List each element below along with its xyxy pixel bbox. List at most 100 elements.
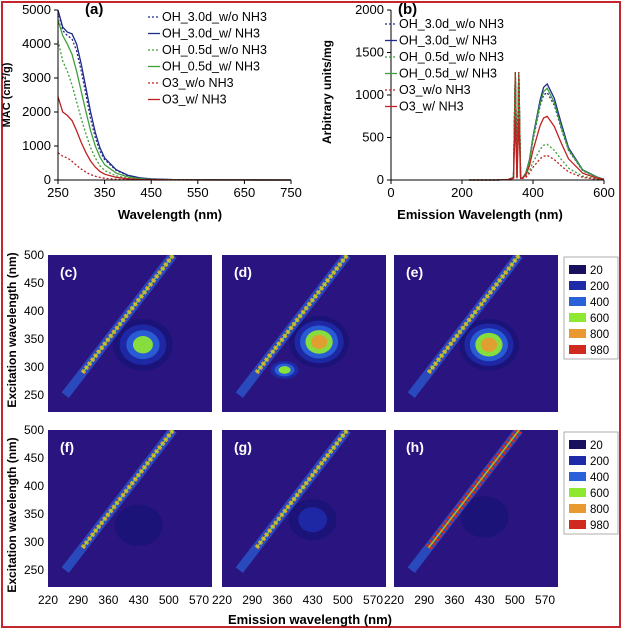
panel-a-label: (a): [85, 1, 103, 18]
colorbar-label-0: 20: [590, 440, 603, 452]
y-tick-label: 5000: [22, 2, 51, 17]
eem-panel-2: (e): [394, 255, 558, 412]
eem-scatter-core: [81, 430, 174, 549]
colorbar-swatch-5: [569, 520, 586, 529]
eem-x-tick-label: 570: [363, 593, 383, 607]
eem-x-tick-label: 500: [505, 593, 525, 607]
y-tick-label: 500: [362, 130, 384, 145]
y-tick-label: 0: [44, 172, 51, 187]
eem-y-tick-label: 500: [24, 423, 44, 437]
y-tick-label: 3000: [22, 70, 51, 85]
legend-entry-4: O3_w/o NH3: [162, 76, 234, 90]
eem-heatmaps: (c) (d) (e) (f) (g) (h): [48, 255, 558, 587]
eem-panel-label: (c): [60, 264, 77, 280]
eem-y-tick-label: 350: [24, 332, 44, 346]
x-tick-label: 0: [387, 185, 394, 200]
eem-x-tick-label: 360: [444, 593, 464, 607]
y-tick-label: 1500: [355, 45, 384, 60]
colorbar-label-5: 980: [590, 345, 609, 357]
eem-bottom-y-label: Excitation wavelength (nm): [5, 437, 19, 592]
legend-entry-0: OH_3.0d_w/o NH3: [162, 10, 267, 24]
eem-x-tick-label: 570: [189, 593, 209, 607]
eem-scatter-core: [255, 255, 348, 374]
eem-y-tick-label: 450: [24, 451, 44, 465]
colorbar-label-1: 200: [590, 456, 609, 468]
eem-x-tick-label: 220: [384, 593, 404, 607]
colorbar-swatch-1: [569, 281, 586, 290]
x-tick-label: 450: [140, 185, 162, 200]
legend-entry-3: OH_0.5d_w/ NH3: [162, 60, 260, 74]
eem-x-tick-label: 430: [129, 593, 149, 607]
eem-x-tick-label: 290: [242, 593, 262, 607]
eem-panel-4: (g): [222, 430, 386, 587]
colorbar-label-4: 800: [590, 504, 609, 516]
x-tick-label: 600: [593, 185, 615, 200]
colorbar-label-2: 400: [590, 297, 609, 309]
colorbar-label-2: 400: [590, 472, 609, 484]
eem-y-tick-label: 450: [24, 276, 44, 290]
colorbar-swatch-5: [569, 345, 586, 354]
eem-x-tick-label: 360: [98, 593, 118, 607]
colorbar-label-3: 600: [590, 313, 609, 325]
x-tick-label: 400: [522, 185, 544, 200]
x-tick-label: 750: [280, 185, 302, 200]
eem-x-tick-label: 570: [535, 593, 555, 607]
colorbar-bottom: 20 200 400 600 800 980: [563, 431, 619, 535]
eem-scatter-core: [255, 430, 348, 549]
eem-x-tick-label: 500: [333, 593, 353, 607]
eem-x-tick-label: 360: [272, 593, 292, 607]
colorbar-label-3: 600: [590, 488, 609, 500]
x-tick-label: 200: [451, 185, 473, 200]
eem-y-tick-label: 400: [24, 304, 44, 318]
eem-y-tick-label: 250: [24, 563, 44, 577]
eem-panel-label: (g): [234, 439, 252, 455]
eem-scatter-core: [81, 255, 174, 374]
eem-x-tick-label: 430: [303, 593, 323, 607]
eem-panel-5: (h): [394, 430, 558, 587]
panel-b-x-label: Emission Wavelength (nm): [397, 207, 563, 222]
series-line-2: [57, 40, 291, 181]
x-tick-label: 550: [187, 185, 209, 200]
eem-y-tick-label: 250: [24, 388, 44, 402]
eem-x-tick-label: 290: [414, 593, 434, 607]
colorbar-swatch-2: [569, 297, 586, 306]
eem-panel-label: (d): [234, 264, 252, 280]
panel-b: 0 200 400 600 0 500 1000 1500 2000 (b) Emission…: [320, 1, 615, 222]
y-tick-label: 2000: [355, 2, 384, 17]
y-tick-label: 2000: [22, 104, 51, 119]
panel-a-x-label: Wavelength (nm): [118, 207, 222, 222]
eem-y-tick-label: 300: [24, 360, 44, 374]
legend-entry-1: OH_3.0d_w/ NH3: [399, 34, 497, 48]
x-tick-label: 250: [47, 185, 69, 200]
colorbar-swatch-4: [569, 329, 586, 338]
eem-panel-3: (f): [48, 430, 212, 587]
colorbar-swatch-0: [569, 265, 586, 274]
legend-entry-3: OH_0.5d_w/ NH3: [399, 67, 497, 81]
panel-a-legend: OH_3.0d_w/o NH3 OH_3.0d_w/ NH3 OH_0.5d_w/o…: [148, 10, 267, 107]
eem-top-y-label: Excitation wavelength (nm): [5, 252, 19, 407]
x-tick-label: 350: [94, 185, 116, 200]
eem-contour: [460, 496, 509, 538]
eem-contour: [278, 366, 291, 374]
colorbar-swatch-4: [569, 504, 586, 513]
series-line-5: [469, 115, 605, 181]
colorbar-label-5: 980: [590, 520, 609, 532]
eem-x-tick-label: 430: [475, 593, 495, 607]
x-tick-label: 650: [234, 185, 256, 200]
panel-a-y-label: MAC (cm²/g): [1, 62, 13, 127]
y-tick-label: 0: [377, 172, 384, 187]
legend-entry-4: O3_w/o NH3: [399, 83, 471, 97]
legend-entry-2: OH_0.5d_w/o NH3: [162, 43, 267, 57]
series-line-2: [469, 71, 605, 181]
eem-x-tick-label: 220: [212, 593, 232, 607]
colorbar-swatch-0: [569, 440, 586, 449]
eem-contour: [132, 336, 153, 354]
colorbar-label-4: 800: [590, 329, 609, 341]
eem-contour: [480, 337, 498, 352]
eem-contour: [114, 504, 163, 547]
legend-entry-5: O3_w/ NH3: [399, 100, 464, 114]
eem-x-tick-label: 220: [38, 593, 58, 607]
eem-panel-1: (d): [222, 255, 386, 412]
